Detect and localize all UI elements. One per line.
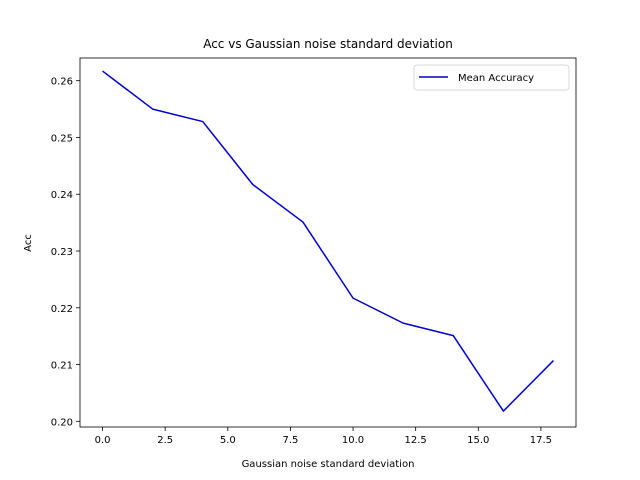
chart-title: Acc vs Gaussian noise standard deviation [203, 37, 453, 51]
plot-background [80, 58, 576, 427]
plot-area [80, 58, 576, 427]
series-layer [102, 70, 554, 412]
x-tick-label: 10.0 [342, 435, 364, 446]
legend-box [413, 64, 570, 91]
x-tick-label: 15.0 [467, 435, 489, 446]
x-tick-label: 17.5 [530, 435, 552, 446]
legend: Mean Accuracy [413, 64, 570, 91]
y-tick-label: 0.24 [51, 190, 73, 201]
plot-frame [79, 57, 577, 428]
x-tick-label: 2.5 [157, 435, 173, 446]
y-tick-label: 0.26 [51, 77, 73, 88]
x-tick-label: 5.0 [220, 435, 236, 446]
y-tick-label: 0.25 [51, 133, 73, 144]
y-tick-label: 0.22 [51, 304, 73, 315]
x-tick-label: 7.5 [282, 435, 298, 446]
y-tick-label: 0.21 [51, 361, 73, 372]
y-tick-label: 0.23 [51, 247, 73, 258]
y-axis-label: Acc [23, 234, 34, 252]
y-axis-ticks: 0.20 0.21 0.22 0.23 0.24 0.25 0.26 [51, 77, 80, 428]
y-tick-label: 0.20 [51, 417, 73, 428]
x-tick-label: 0.0 [95, 435, 111, 446]
x-axis-label: Gaussian noise standard deviation [242, 459, 415, 470]
x-axis-ticks: 0.0 2.5 5.0 7.5 10.0 12.5 15.0 17.5 [95, 427, 552, 446]
series-line-mean-accuracy [102, 70, 554, 412]
x-tick-label: 12.5 [405, 435, 427, 446]
legend-entry-mean-accuracy: Mean Accuracy [458, 73, 534, 84]
